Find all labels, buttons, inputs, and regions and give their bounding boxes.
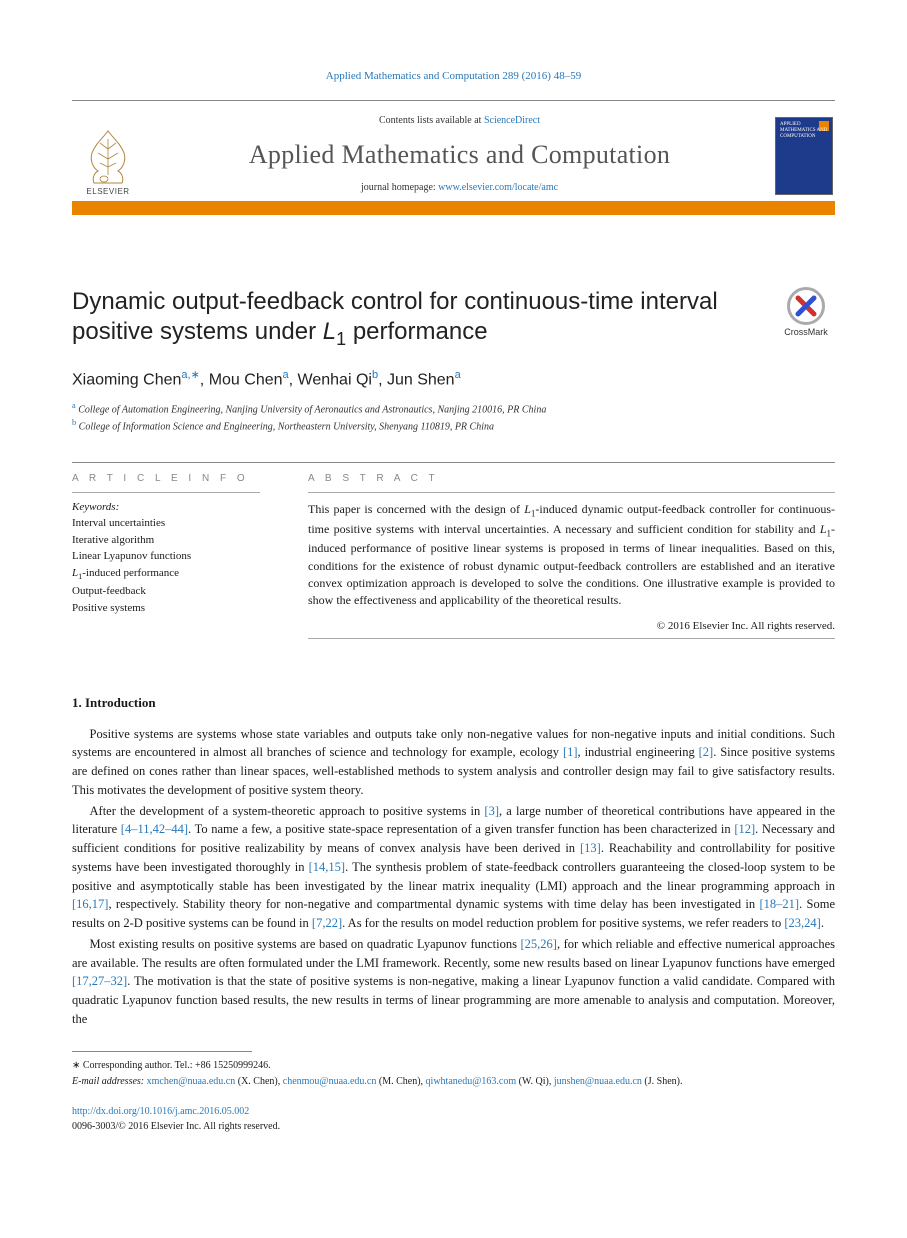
t: Most existing results on positive system… xyxy=(90,937,521,951)
author-1-aff: a,∗ xyxy=(181,369,199,381)
crossmark-badge[interactable]: CrossMark xyxy=(777,287,835,337)
journal-name: Applied Mathematics and Computation xyxy=(144,140,775,170)
abstract-head: A B S T R A C T xyxy=(308,473,835,484)
article-info-head: A R T I C L E I N F O xyxy=(72,473,260,484)
t: , industrial engineering xyxy=(578,745,699,759)
copyright: © 2016 Elsevier Inc. All rights reserved… xyxy=(308,620,835,632)
article-title: Dynamic output-feedback control for cont… xyxy=(72,287,759,350)
crossmark-label: CrossMark xyxy=(784,327,828,337)
accent-bar xyxy=(72,203,835,215)
contents-prefix: Contents lists available at xyxy=(379,115,484,126)
abstract-col: A B S T R A C T This paper is concerned … xyxy=(284,463,835,638)
title-line1: Dynamic output-feedback control for cont… xyxy=(72,288,718,315)
title-row: Dynamic output-feedback control for cont… xyxy=(72,287,835,350)
title-L: L xyxy=(323,318,336,345)
ref-link[interactable]: [7,22] xyxy=(312,916,342,930)
cover-text: APPLIED MATHEMATICS AND COMPUTATION xyxy=(780,122,832,140)
author-2: Mou Chen xyxy=(209,372,283,389)
corr-line: ∗ Corresponding author. Tel.: +86 152509… xyxy=(72,1058,835,1074)
affiliation-b: b College of Information Science and Eng… xyxy=(72,417,835,434)
journal-cover-thumb: APPLIED MATHEMATICS AND COMPUTATION xyxy=(775,117,833,195)
email-label: E-mail addresses: xyxy=(72,1076,147,1087)
elsevier-tree-icon xyxy=(84,129,132,185)
ref-link[interactable]: [23,24] xyxy=(784,916,820,930)
ref-link[interactable]: [25,26] xyxy=(520,937,556,951)
sciencedirect-link[interactable]: ScienceDirect xyxy=(484,115,540,126)
issn-line: 0096-3003/© 2016 Elsevier Inc. All right… xyxy=(72,1119,835,1134)
keywords-head: Keywords: xyxy=(72,501,260,513)
ref-link[interactable]: [13] xyxy=(580,841,601,855)
intro-heading: 1. Introduction xyxy=(72,695,835,711)
page: Applied Mathematics and Computation 289 … xyxy=(0,0,907,1184)
abstract-text: This paper is concerned with the design … xyxy=(308,501,835,609)
affiliation-a-text: College of Automation Engineering, Nanji… xyxy=(78,404,546,415)
homepage-link[interactable]: www.elsevier.com/locate/amc xyxy=(438,182,558,193)
title-line2a: positive systems under xyxy=(72,318,323,345)
author-4: Jun Shen xyxy=(387,372,455,389)
author-4-aff: a xyxy=(455,369,461,381)
t: . xyxy=(821,916,824,930)
keyword: Interval uncertainties xyxy=(72,515,260,532)
ref-link[interactable]: [16,17] xyxy=(72,897,108,911)
doi-link[interactable]: http://dx.doi.org/10.1016/j.amc.2016.05.… xyxy=(72,1104,835,1119)
t: . As for the results on model reduction … xyxy=(342,916,784,930)
corresponding-author: ∗ Corresponding author. Tel.: +86 152509… xyxy=(72,1058,835,1090)
email-line: E-mail addresses: xmchen@nuaa.edu.cn (X.… xyxy=(72,1074,835,1090)
keyword: Output-feedback xyxy=(72,583,260,600)
t: . To name a few, a positive state-space … xyxy=(188,822,734,836)
info-abstract-row: A R T I C L E I N F O Keywords: Interval… xyxy=(72,463,835,638)
t: (W. Qi), xyxy=(516,1076,554,1087)
divider xyxy=(308,638,835,639)
elsevier-logo: ELSEVIER xyxy=(72,112,144,200)
homepage-prefix: journal homepage: xyxy=(361,182,438,193)
t: (J. Shen). xyxy=(642,1076,683,1087)
authors: Xiaoming Chena,∗, Mou Chena, Wenhai Qib,… xyxy=(72,368,835,389)
email-link[interactable]: junshen@nuaa.edu.cn xyxy=(554,1076,642,1087)
ref-link[interactable]: [3] xyxy=(484,804,499,818)
keyword: Iterative algorithm xyxy=(72,532,260,549)
intro-p3: Most existing results on positive system… xyxy=(72,935,835,1029)
author-3-aff: b xyxy=(372,369,378,381)
citation-line: Applied Mathematics and Computation 289 … xyxy=(72,70,835,82)
t: . The motivation is that the state of po… xyxy=(72,974,835,1026)
ref-link[interactable]: [2] xyxy=(699,745,714,759)
t: After the development of a system-theore… xyxy=(90,804,485,818)
t: , respectively. Stability theory for non… xyxy=(108,897,759,911)
t: (M. Chen), xyxy=(376,1076,425,1087)
keywords-list: Interval uncertainties Iterative algorit… xyxy=(72,515,260,616)
journal-homepage: journal homepage: www.elsevier.com/locat… xyxy=(144,182,775,193)
affiliation-a: a College of Automation Engineering, Nan… xyxy=(72,400,835,417)
title-sub: 1 xyxy=(336,329,346,349)
author-2-aff: a xyxy=(283,369,289,381)
elsevier-wordmark: ELSEVIER xyxy=(86,187,129,196)
footnote-rule xyxy=(72,1051,252,1052)
ref-link[interactable]: [4–11,42–44] xyxy=(121,822,188,836)
ref-link[interactable]: [1] xyxy=(563,745,578,759)
author-3: Wenhai Qi xyxy=(298,372,372,389)
t: (X. Chen), xyxy=(235,1076,283,1087)
title-line2c: performance xyxy=(346,318,487,345)
ref-link[interactable]: [14,15] xyxy=(309,860,345,874)
keyword: Positive systems xyxy=(72,600,260,617)
journal-header: ELSEVIER Contents lists available at Sci… xyxy=(72,100,835,203)
email-link[interactable]: xmchen@nuaa.edu.cn xyxy=(147,1076,236,1087)
article-info-col: A R T I C L E I N F O Keywords: Interval… xyxy=(72,463,284,638)
doi-block: http://dx.doi.org/10.1016/j.amc.2016.05.… xyxy=(72,1104,835,1134)
header-center: Contents lists available at ScienceDirec… xyxy=(144,111,775,201)
affiliation-b-text: College of Information Science and Engin… xyxy=(79,421,494,432)
ref-link[interactable]: [17,27–32] xyxy=(72,974,127,988)
email-link[interactable]: chenmou@nuaa.edu.cn xyxy=(283,1076,377,1087)
ref-link[interactable]: [18–21] xyxy=(759,897,799,911)
intro-p2: After the development of a system-theore… xyxy=(72,802,835,933)
keyword: L1-induced performance xyxy=(72,565,260,584)
intro-p1: Positive systems are systems whose state… xyxy=(72,725,835,800)
keyword: Linear Lyapunov functions xyxy=(72,548,260,565)
author-1: Xiaoming Chen xyxy=(72,372,181,389)
crossmark-icon xyxy=(787,287,825,325)
ref-link[interactable]: [12] xyxy=(734,822,755,836)
contents-available: Contents lists available at ScienceDirec… xyxy=(144,115,775,126)
email-link[interactable]: qiwhtanedu@163.com xyxy=(426,1076,517,1087)
affiliations: a College of Automation Engineering, Nan… xyxy=(72,400,835,435)
